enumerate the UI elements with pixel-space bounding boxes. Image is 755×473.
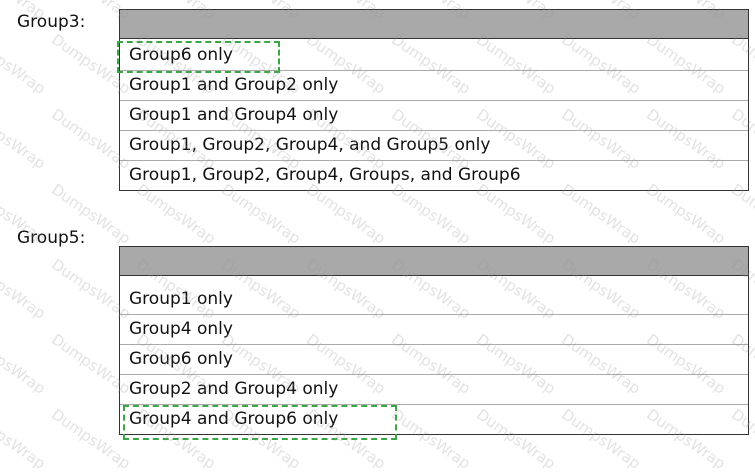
watermark-text: DumpsWrap — [0, 405, 49, 473]
group5-option-2[interactable]: Group4 only — [120, 314, 748, 344]
watermark-text: DumpsWrap — [0, 30, 49, 98]
group5-dropdown-header[interactable] — [120, 247, 748, 276]
group3-dropdown[interactable]: Group6 only Group1 and Group2 only Group… — [119, 9, 749, 191]
watermark-text: DumpsWrap — [0, 255, 49, 323]
group3-option-2[interactable]: Group1 and Group2 only — [120, 70, 748, 100]
group3-option-5[interactable]: Group1, Group2, Group4, Groups, and Grou… — [120, 160, 748, 190]
group5-option-1[interactable]: Group1 only — [129, 289, 233, 309]
group3-option-3[interactable]: Group1 and Group4 only — [120, 100, 748, 130]
group5-label: Group5: — [17, 228, 86, 248]
group5-option-5[interactable]: Group4 and Group6 only — [120, 404, 748, 434]
watermark-text: DumpsWrap — [0, 330, 49, 398]
group3-option-1[interactable]: Group6 only — [129, 45, 233, 65]
group3-dropdown-header[interactable] — [120, 10, 748, 39]
watermark-text: DumpsWrap — [0, 105, 49, 173]
group5-option-3[interactable]: Group6 only — [120, 344, 748, 374]
group3-option-4[interactable]: Group1, Group2, Group4, and Group5 only — [120, 130, 748, 160]
group5-option-4[interactable]: Group2 and Group4 only — [120, 374, 748, 404]
group3-label: Group3: — [17, 12, 86, 32]
group5-dropdown[interactable]: Group1 only Group4 only Group6 only Grou… — [119, 246, 749, 435]
